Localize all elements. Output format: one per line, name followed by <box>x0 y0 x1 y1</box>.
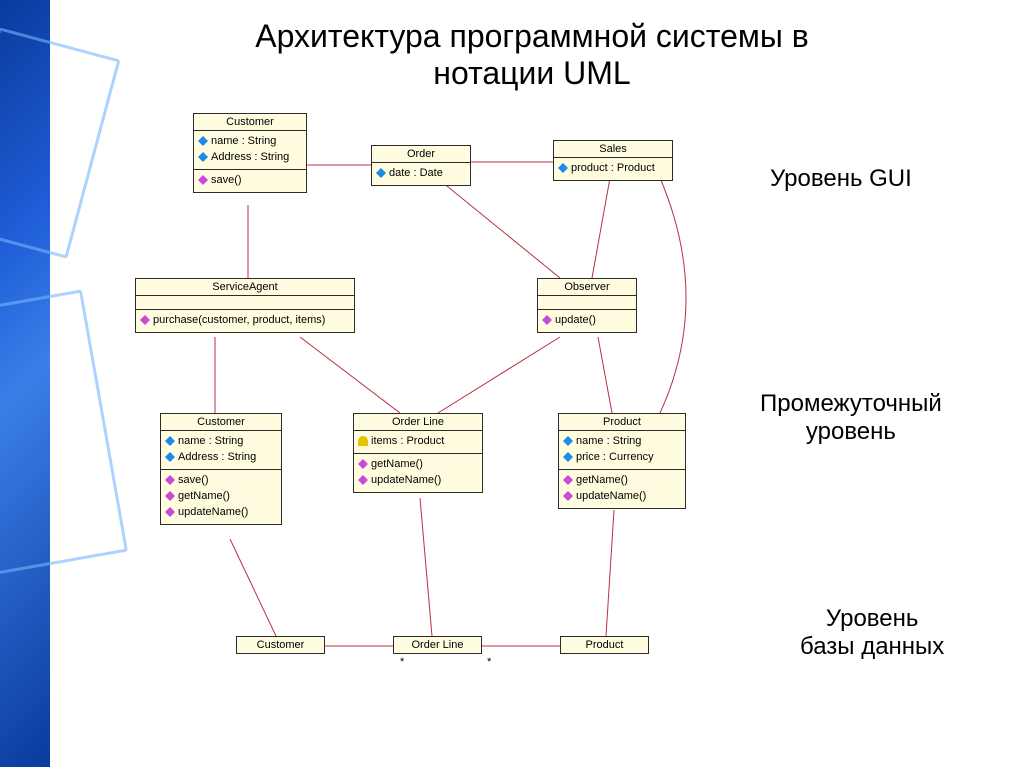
attrs-empty <box>136 296 354 310</box>
class-title: Order Line <box>354 414 482 431</box>
class-product-mid: Product name : String price : Currency g… <box>558 413 686 509</box>
attrs: date : Date <box>372 163 470 185</box>
key-icon <box>358 436 368 446</box>
class-title: Order <box>372 146 470 163</box>
method-icon <box>563 491 573 501</box>
class-order-gui: Order date : Date <box>371 145 471 186</box>
methods: save() <box>194 170 306 192</box>
multiplicity-label: * <box>487 656 491 668</box>
methods: purchase(customer, product, items) <box>136 310 354 332</box>
class-title: Customer <box>161 414 281 431</box>
method-icon <box>165 475 175 485</box>
method-icon <box>165 491 175 501</box>
class-product-db: Product <box>560 636 649 654</box>
class-title: Order Line <box>394 637 481 653</box>
methods: getName() updateName() <box>559 470 685 508</box>
method-icon <box>165 507 175 517</box>
level-label-db: Уровень базы данных <box>800 605 944 661</box>
attrs: name : String Address : String <box>194 131 306 170</box>
class-title: Product <box>561 637 648 653</box>
class-title: Product <box>559 414 685 431</box>
method-icon <box>198 175 208 185</box>
attr-icon <box>198 136 208 146</box>
attrs: name : String price : Currency <box>559 431 685 470</box>
attr-icon <box>165 436 175 446</box>
class-serviceagent: ServiceAgent purchase(customer, product,… <box>135 278 355 333</box>
attr-icon <box>165 452 175 462</box>
attr-icon <box>198 152 208 162</box>
attrs: product : Product <box>554 158 672 180</box>
methods: save() getName() updateName() <box>161 470 281 524</box>
attr-icon <box>563 436 573 446</box>
class-title: Customer <box>194 114 306 131</box>
class-title: ServiceAgent <box>136 279 354 296</box>
level-label-gui: Уровень GUI <box>770 165 912 193</box>
class-customer-gui: Customer name : String Address : String … <box>193 113 307 193</box>
class-sales-gui: Sales product : Product <box>553 140 673 181</box>
method-icon <box>358 459 368 469</box>
class-customer-db: Customer <box>236 636 325 654</box>
attrs-empty <box>538 296 636 310</box>
class-observer: Observer update() <box>537 278 637 333</box>
methods: update() <box>538 310 636 332</box>
uml-diagram: Customer name : String Address : String … <box>0 0 1024 767</box>
class-customer-mid: Customer name : String Address : String … <box>160 413 282 525</box>
method-icon <box>358 475 368 485</box>
class-title: Customer <box>237 637 324 653</box>
methods: getName() updateName() <box>354 454 482 492</box>
class-orderline-mid: Order Line items : Product getName() upd… <box>353 413 483 493</box>
attr-icon <box>563 452 573 462</box>
attrs: items : Product <box>354 431 482 454</box>
level-label-mid: Промежуточный уровень <box>760 390 942 446</box>
multiplicity-label: * <box>400 656 404 668</box>
class-orderline-db: Order Line <box>393 636 482 654</box>
method-icon <box>563 475 573 485</box>
attr-icon <box>376 168 386 178</box>
method-icon <box>542 315 552 325</box>
attr-icon <box>558 163 568 173</box>
class-title: Sales <box>554 141 672 158</box>
class-title: Observer <box>538 279 636 296</box>
attrs: name : String Address : String <box>161 431 281 470</box>
method-icon <box>140 315 150 325</box>
